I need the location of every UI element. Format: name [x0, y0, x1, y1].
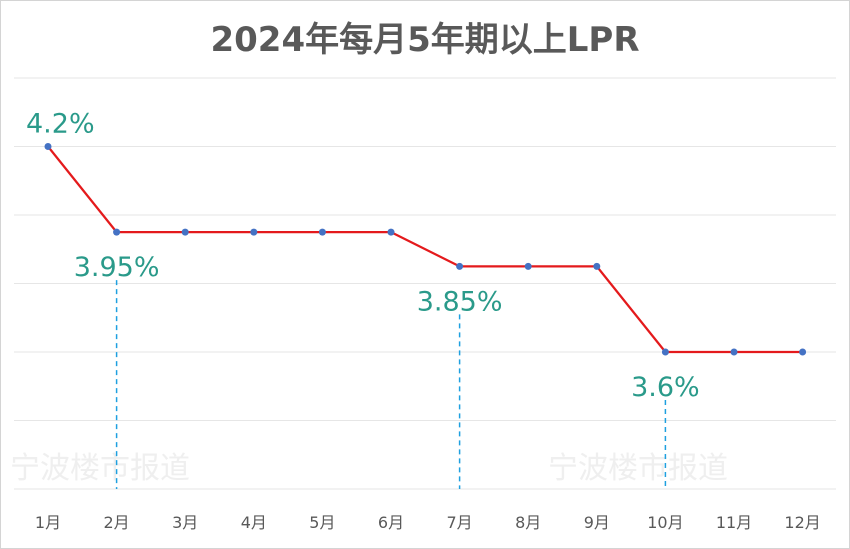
data-point [593, 262, 601, 270]
data-point [250, 228, 258, 236]
data-label: 3.85% [417, 286, 503, 317]
x-tick-label: 5月 [309, 513, 335, 532]
watermark-left: 宁波楼市报道 [10, 451, 190, 486]
series-polyline [47, 145, 803, 354]
data-point [181, 228, 189, 236]
x-tick-label: 1月 [35, 513, 61, 532]
data-label: 3.6% [631, 372, 700, 403]
series-line [47, 145, 803, 354]
x-tick-label: 9月 [584, 513, 610, 532]
x-tick-label: 4月 [241, 513, 267, 532]
x-tick-label: 12月 [784, 513, 820, 532]
data-point [456, 262, 464, 270]
x-tick-label: 7月 [447, 513, 473, 532]
data-point [661, 348, 669, 356]
watermark-right: 宁波楼市报道 [548, 451, 728, 486]
data-markers [44, 143, 807, 356]
gridlines [14, 77, 836, 490]
x-tick-label: 6月 [378, 513, 404, 532]
data-labels: 4.2% 3.95% 3.85% 3.6% [26, 109, 700, 404]
x-tick-label: 2月 [104, 513, 130, 532]
watermarks: 宁波楼市报道 宁波楼市报道 [10, 451, 728, 486]
data-label: 3.95% [74, 252, 160, 283]
chart-title: 2024年每月5年期以上LPR [210, 20, 640, 60]
data-point [387, 228, 395, 236]
x-tick-label: 11月 [716, 513, 752, 532]
x-tick-label: 10月 [647, 513, 683, 532]
data-label: 4.2% [26, 109, 95, 140]
data-point [113, 228, 121, 236]
x-tick-label: 8月 [515, 513, 541, 532]
data-point [799, 348, 807, 356]
data-point [730, 348, 738, 356]
x-axis-ticks: 1月 2月 3月 4月 5月 6月 7月 8月 9月 10月 11月 12月 [35, 513, 821, 532]
data-point [524, 262, 532, 270]
guide-lines [115, 280, 667, 489]
data-point [44, 143, 52, 150]
data-point [318, 228, 326, 236]
x-tick-label: 3月 [172, 513, 198, 532]
